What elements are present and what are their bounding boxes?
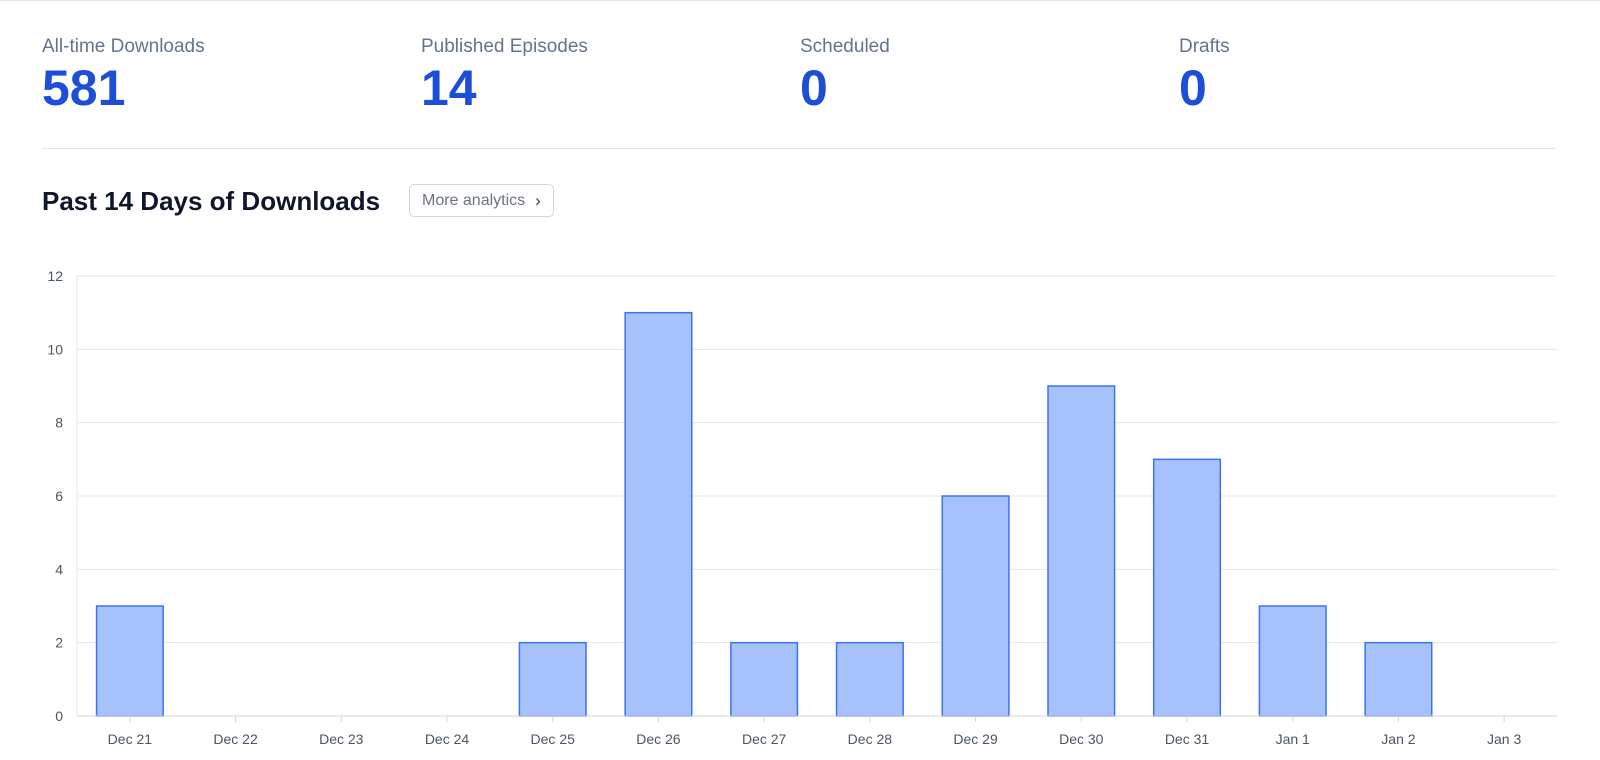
stat-drafts: Drafts 0 bbox=[1179, 35, 1230, 115]
bar bbox=[624, 311, 693, 717]
x-tick-label: Dec 26 bbox=[636, 731, 681, 747]
y-tick-label: 12 bbox=[47, 268, 63, 284]
bar bbox=[518, 641, 587, 717]
x-tick-label: Jan 1 bbox=[1276, 731, 1310, 747]
stat-label: Scheduled bbox=[800, 36, 890, 57]
x-tick-label: Dec 23 bbox=[319, 731, 364, 747]
stat-value: 0 bbox=[1179, 60, 1207, 116]
y-tick-label: 8 bbox=[55, 415, 63, 431]
bar bbox=[1152, 458, 1222, 717]
stat-label: Drafts bbox=[1179, 36, 1230, 57]
stat-value: 14 bbox=[421, 60, 477, 116]
stat-label: Published Episodes bbox=[421, 36, 588, 57]
chart-grid bbox=[77, 275, 1557, 717]
y-tick-label: 6 bbox=[55, 488, 63, 504]
x-tick-label: Dec 29 bbox=[953, 731, 998, 747]
x-tick-label: Dec 22 bbox=[213, 731, 258, 747]
chevron-right-icon: › bbox=[535, 190, 541, 210]
stat-all-time-downloads: All-time Downloads 581 bbox=[42, 35, 205, 115]
bar bbox=[95, 605, 164, 717]
divider bbox=[42, 148, 1557, 149]
chart-axes: 0 2 4 6 8 10 12 Dec 21 Dec 22 Dec 23 Dec 24 Dec 25 D… bbox=[47, 268, 1557, 747]
x-tick-label: Dec 24 bbox=[425, 731, 470, 747]
more-analytics-label: More analytics bbox=[422, 191, 526, 209]
stat-value: 0 bbox=[800, 60, 828, 116]
stat-scheduled: Scheduled 0 bbox=[800, 35, 890, 115]
x-tick-label: Dec 28 bbox=[848, 731, 893, 747]
chart-bars bbox=[95, 311, 1433, 717]
y-tick-label: 2 bbox=[55, 635, 63, 651]
stat-value: 581 bbox=[42, 60, 126, 116]
x-tick-label: Jan 3 bbox=[1487, 731, 1521, 747]
x-tick-label: Dec 21 bbox=[108, 731, 153, 747]
stats-row: All-time Downloads 581 Published Episode… bbox=[42, 35, 1557, 115]
bar bbox=[730, 641, 799, 717]
bar bbox=[1364, 641, 1433, 717]
x-tick-label: Dec 31 bbox=[1165, 731, 1210, 747]
x-tick-label: Jan 2 bbox=[1381, 731, 1415, 747]
bar bbox=[1047, 385, 1116, 717]
y-tick-label: 10 bbox=[47, 341, 63, 357]
section-title: Past 14 Days of Downloads bbox=[42, 186, 381, 216]
x-tick-label: Dec 25 bbox=[531, 731, 576, 747]
x-tick-label: Dec 30 bbox=[1059, 731, 1104, 747]
stat-label: All-time Downloads bbox=[42, 36, 205, 57]
y-tick-label: 4 bbox=[55, 561, 63, 577]
bar bbox=[835, 641, 904, 717]
y-tick-label: 0 bbox=[55, 708, 63, 724]
more-analytics-button[interactable]: More analytics › bbox=[409, 184, 554, 217]
bar bbox=[941, 495, 1010, 717]
bar bbox=[1258, 605, 1327, 717]
x-tick-label: Dec 27 bbox=[742, 731, 787, 747]
stat-published-episodes: Published Episodes 14 bbox=[421, 35, 588, 115]
